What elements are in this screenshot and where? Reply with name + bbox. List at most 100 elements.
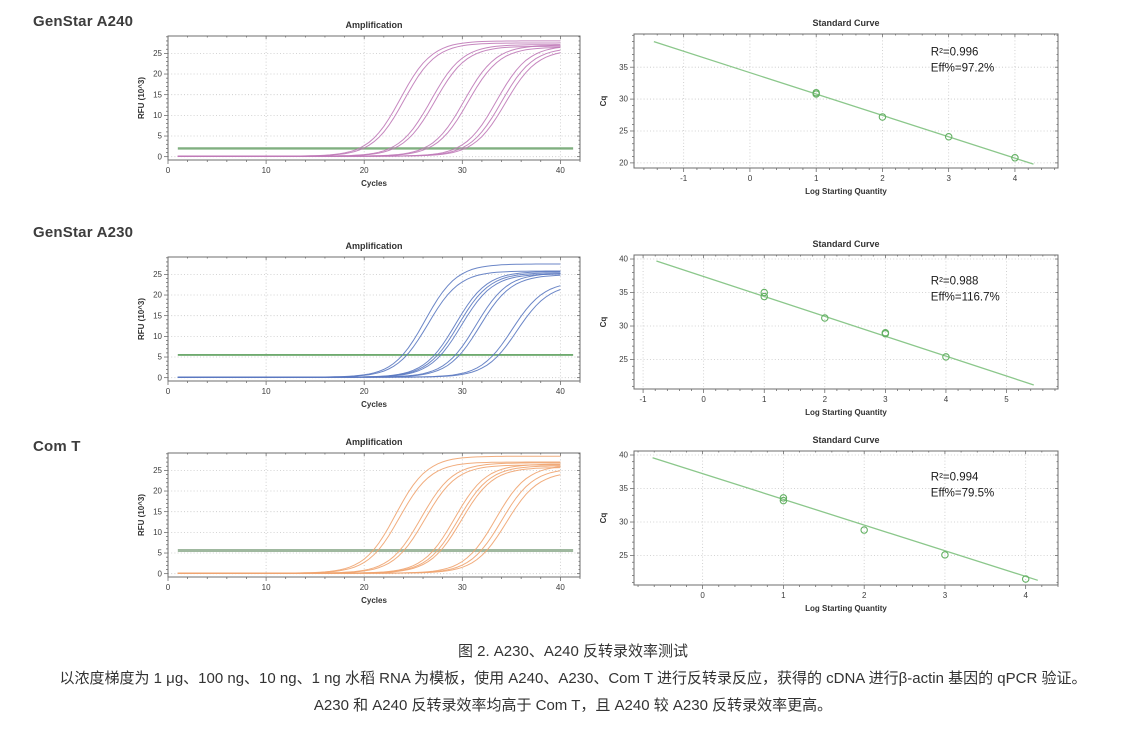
svg-text:25: 25 xyxy=(153,466,162,475)
svg-text:0: 0 xyxy=(701,395,706,404)
row-label-genstar-a240: GenStar A240 xyxy=(33,13,134,30)
svg-text:Eff%=79.5%: Eff%=79.5% xyxy=(931,487,994,499)
svg-text:40: 40 xyxy=(619,255,628,264)
svg-text:30: 30 xyxy=(458,583,467,592)
svg-text:30: 30 xyxy=(619,95,628,104)
svg-text:0: 0 xyxy=(158,569,163,578)
svg-text:20: 20 xyxy=(360,166,369,175)
svg-text:Amplification: Amplification xyxy=(345,437,402,447)
svg-text:Cq: Cq xyxy=(599,317,608,328)
svg-text:2: 2 xyxy=(823,395,828,404)
svg-text:4: 4 xyxy=(1013,174,1018,183)
figure-caption: 图 2. A230、A240 反转录效率测试 以浓度梯度为 1 μg、100 n… xyxy=(0,639,1146,719)
svg-text:Amplification: Amplification xyxy=(345,241,402,251)
amplification-chart-com-t: Amplification 0 10 20 30 40 0 5 10 15 20 25 Cycles RF… xyxy=(137,437,581,605)
svg-text:R²=0.988: R²=0.988 xyxy=(931,275,979,287)
svg-text:Log Starting Quantity: Log Starting Quantity xyxy=(805,408,887,417)
svg-text:Cq: Cq xyxy=(599,513,608,524)
svg-text:Eff%=97.2%: Eff%=97.2% xyxy=(931,62,994,74)
svg-text:Cycles: Cycles xyxy=(361,400,387,409)
svg-text:5: 5 xyxy=(158,549,163,558)
svg-text:Log Starting Quantity: Log Starting Quantity xyxy=(805,604,887,613)
svg-text:Standard Curve: Standard Curve xyxy=(812,435,879,445)
svg-text:30: 30 xyxy=(619,518,628,527)
svg-text:20: 20 xyxy=(360,387,369,396)
svg-text:10: 10 xyxy=(262,166,271,175)
svg-text:10: 10 xyxy=(153,111,162,120)
svg-text:35: 35 xyxy=(619,63,628,72)
svg-text:20: 20 xyxy=(360,583,369,592)
row-label-com-t: Com T xyxy=(33,438,81,455)
svg-text:R²=0.996: R²=0.996 xyxy=(931,46,979,58)
svg-text:RFU (10^3): RFU (10^3) xyxy=(137,77,146,119)
svg-text:20: 20 xyxy=(153,487,162,496)
svg-text:15: 15 xyxy=(153,311,162,320)
svg-text:Cycles: Cycles xyxy=(361,596,387,605)
amplification-chart-genstar-a230: Amplification 0 10 20 30 40 0 5 10 15 20 25 Cycles RF… xyxy=(137,241,581,409)
svg-text:-1: -1 xyxy=(680,174,688,183)
svg-text:40: 40 xyxy=(619,451,628,460)
svg-text:30: 30 xyxy=(458,166,467,175)
svg-text:0: 0 xyxy=(700,591,705,600)
svg-text:10: 10 xyxy=(262,583,271,592)
svg-text:1: 1 xyxy=(814,174,819,183)
svg-text:3: 3 xyxy=(946,174,951,183)
svg-text:Standard Curve: Standard Curve xyxy=(812,239,879,249)
svg-text:Cq: Cq xyxy=(599,96,608,107)
svg-text:5: 5 xyxy=(158,132,163,141)
svg-text:0: 0 xyxy=(166,583,171,592)
svg-text:20: 20 xyxy=(619,158,628,167)
standard-curve-chart-com-t: Standard Curve 0 1 2 3 4 25 30 35 40 Log Starting … xyxy=(599,435,1059,613)
svg-text:5: 5 xyxy=(158,353,163,362)
standard-curve-chart-genstar-a240: Standard Curve -1 0 1 2 3 4 20 25 30 35 Log Startin… xyxy=(599,18,1059,196)
svg-text:40: 40 xyxy=(556,387,565,396)
svg-text:0: 0 xyxy=(158,152,163,161)
svg-text:10: 10 xyxy=(262,387,271,396)
svg-text:Standard Curve: Standard Curve xyxy=(812,18,879,28)
svg-text:15: 15 xyxy=(153,90,162,99)
svg-text:25: 25 xyxy=(153,49,162,58)
svg-text:10: 10 xyxy=(153,332,162,341)
svg-text:4: 4 xyxy=(1023,591,1028,600)
svg-text:10: 10 xyxy=(153,528,162,537)
svg-text:Amplification: Amplification xyxy=(345,20,402,30)
svg-text:4: 4 xyxy=(944,395,949,404)
figure-caption-description: 以浓度梯度为 1 μg、100 ng、10 ng、1 ng 水稻 RNA 为模板… xyxy=(59,670,1087,687)
svg-text:R²=0.994: R²=0.994 xyxy=(931,471,979,483)
svg-text:40: 40 xyxy=(556,583,565,592)
svg-text:0: 0 xyxy=(158,373,163,382)
svg-text:2: 2 xyxy=(862,591,867,600)
svg-text:40: 40 xyxy=(556,166,565,175)
svg-text:20: 20 xyxy=(153,70,162,79)
svg-text:0: 0 xyxy=(748,174,753,183)
svg-text:RFU (10^3): RFU (10^3) xyxy=(137,494,146,536)
svg-text:Log Starting Quantity: Log Starting Quantity xyxy=(805,187,887,196)
standard-curve-chart-genstar-a230: Standard Curve -1 0 1 2 3 4 5 25 30 35 40 Log Starti… xyxy=(599,239,1059,417)
figure-caption-conclusion: A230 和 A240 反转录效率均高于 Com T，且 A240 较 A230… xyxy=(313,697,833,714)
svg-text:0: 0 xyxy=(166,166,171,175)
svg-text:RFU (10^3): RFU (10^3) xyxy=(137,298,146,340)
svg-text:3: 3 xyxy=(883,395,888,404)
svg-text:30: 30 xyxy=(619,322,628,331)
svg-text:1: 1 xyxy=(781,591,786,600)
figure-caption-title: 图 2. A230、A240 反转录效率测试 xyxy=(457,643,689,660)
svg-text:25: 25 xyxy=(619,127,628,136)
svg-text:25: 25 xyxy=(153,270,162,279)
svg-text:Cycles: Cycles xyxy=(361,179,387,188)
svg-text:2: 2 xyxy=(880,174,885,183)
svg-text:15: 15 xyxy=(153,507,162,516)
svg-text:25: 25 xyxy=(619,355,628,364)
svg-text:1: 1 xyxy=(762,395,767,404)
amplification-chart-genstar-a240: Amplification 0 10 20 30 40 0 5 10 15 20 25 Cycles RF… xyxy=(137,20,581,188)
row-label-genstar-a230: GenStar A230 xyxy=(33,224,134,241)
svg-text:Eff%=116.7%: Eff%=116.7% xyxy=(931,291,1000,303)
svg-text:25: 25 xyxy=(619,551,628,560)
svg-text:5: 5 xyxy=(1004,395,1009,404)
svg-text:20: 20 xyxy=(153,291,162,300)
svg-text:35: 35 xyxy=(619,288,628,297)
svg-text:3: 3 xyxy=(943,591,948,600)
svg-text:30: 30 xyxy=(458,387,467,396)
svg-text:-1: -1 xyxy=(640,395,648,404)
svg-text:35: 35 xyxy=(619,484,628,493)
